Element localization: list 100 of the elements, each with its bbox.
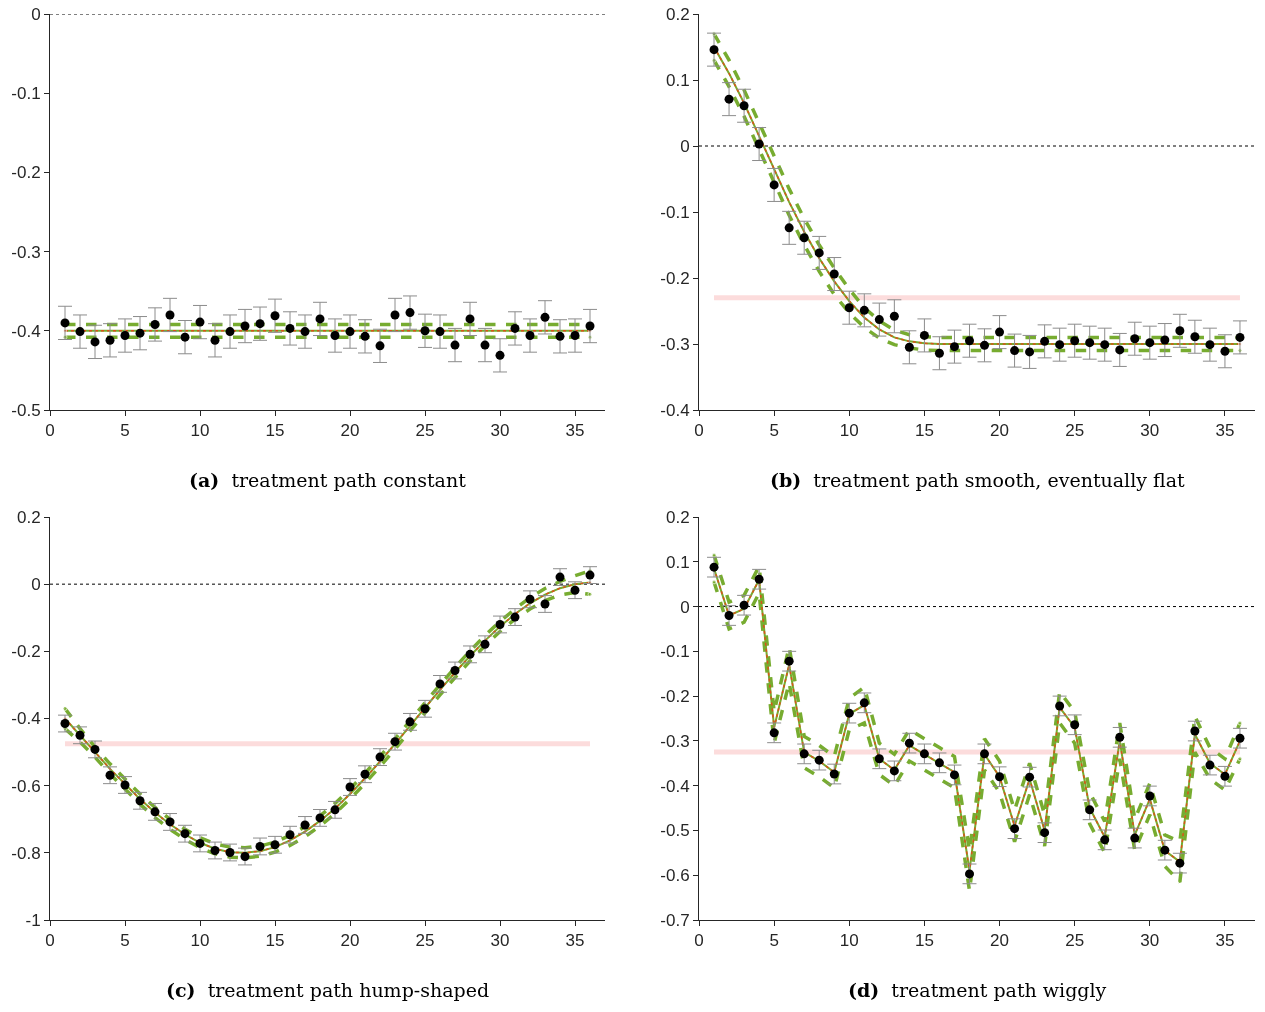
point <box>1160 335 1170 345</box>
point <box>330 805 340 815</box>
point <box>135 796 145 806</box>
point <box>210 845 220 855</box>
point <box>495 350 505 360</box>
point <box>150 319 160 329</box>
point <box>1085 338 1095 348</box>
x-tick-label: 30 <box>1140 421 1160 441</box>
point <box>739 101 749 111</box>
point <box>390 310 400 320</box>
x-tick-label: 0 <box>45 931 55 951</box>
point <box>1100 340 1110 350</box>
point <box>1025 347 1035 357</box>
point <box>904 342 914 352</box>
point <box>1145 338 1155 348</box>
y-tick-label: -0.1 <box>660 642 690 662</box>
point <box>120 331 130 341</box>
y-tick-label: 0 <box>31 575 41 595</box>
point <box>165 310 175 320</box>
point <box>525 331 535 341</box>
point <box>799 233 809 243</box>
point <box>405 717 415 727</box>
x-tick-label: 25 <box>415 931 435 951</box>
y-tick-label: 0.1 <box>665 552 690 572</box>
x-tick-label: 35 <box>565 421 585 441</box>
point <box>1130 334 1140 344</box>
point <box>300 327 310 337</box>
point <box>949 342 959 352</box>
x-tick-label: 25 <box>1065 931 1085 951</box>
point <box>709 45 719 55</box>
x-tick-label: 15 <box>914 931 934 951</box>
y-tick-label: -0.2 <box>660 268 690 288</box>
point <box>724 94 734 104</box>
y-tick-label: -0.5 <box>11 400 41 420</box>
point <box>105 335 115 345</box>
y-tick-label: 0 <box>31 4 41 24</box>
y-tick-label: -1 <box>25 910 41 930</box>
y-tick-label: 0 <box>680 136 690 156</box>
point <box>450 340 460 350</box>
x-tick-label: 15 <box>265 421 285 441</box>
point <box>225 848 235 857</box>
point <box>555 331 565 341</box>
point <box>570 331 580 341</box>
text: (d) treatment path wiggly <box>848 979 1107 1001</box>
point <box>225 327 235 337</box>
point <box>105 770 115 780</box>
point <box>995 327 1005 337</box>
point <box>255 841 265 851</box>
x-tick-label: 30 <box>490 931 510 951</box>
point <box>240 852 250 862</box>
y-tick-label: 0.2 <box>16 507 41 527</box>
point <box>375 341 385 351</box>
y-tick-label: -0.2 <box>11 642 41 662</box>
point <box>769 180 779 190</box>
point <box>1040 336 1050 346</box>
x-tick-label: 35 <box>565 931 585 951</box>
point <box>435 679 445 689</box>
x-tick-label: 30 <box>490 421 510 441</box>
point <box>1115 345 1125 355</box>
point <box>75 327 85 337</box>
point <box>1070 336 1080 346</box>
y-tick-label: -0.4 <box>660 776 690 796</box>
x-tick-label: 10 <box>839 421 859 441</box>
point <box>964 336 974 346</box>
point <box>919 330 929 340</box>
point <box>754 139 764 149</box>
point <box>585 321 595 331</box>
point <box>1010 346 1020 356</box>
point <box>195 317 205 327</box>
point <box>465 314 475 324</box>
point <box>934 348 944 358</box>
point <box>180 332 190 342</box>
x-tick-label: 20 <box>990 421 1009 441</box>
x-tick-label: 20 <box>990 931 1009 951</box>
point <box>510 323 520 333</box>
point <box>90 337 100 347</box>
point <box>1237 720 1243 726</box>
point <box>711 579 717 585</box>
point <box>420 704 430 714</box>
x-tick-label: 0 <box>694 931 704 951</box>
point <box>180 829 190 839</box>
x-tick-label: 5 <box>769 421 779 441</box>
x-tick-label: 25 <box>415 421 435 441</box>
x-tick-label: 10 <box>190 421 210 441</box>
x-tick-label: 10 <box>839 931 859 951</box>
y-tick-label: -0.6 <box>11 776 41 796</box>
point <box>120 780 130 790</box>
text: (a) treatment path constant <box>189 469 467 491</box>
x-tick-label: 5 <box>120 931 130 951</box>
point <box>315 314 325 324</box>
x-tick-label: 15 <box>914 421 934 441</box>
text: (b) treatment path smooth, eventually flat <box>770 469 1186 491</box>
y-tick-label: -0.5 <box>660 821 690 841</box>
y-tick-label: -0.1 <box>660 202 690 222</box>
point <box>1205 340 1215 350</box>
point <box>255 319 265 329</box>
point <box>360 331 370 341</box>
point <box>330 331 340 341</box>
point <box>195 838 205 848</box>
y-tick-label: -0.4 <box>660 400 690 420</box>
